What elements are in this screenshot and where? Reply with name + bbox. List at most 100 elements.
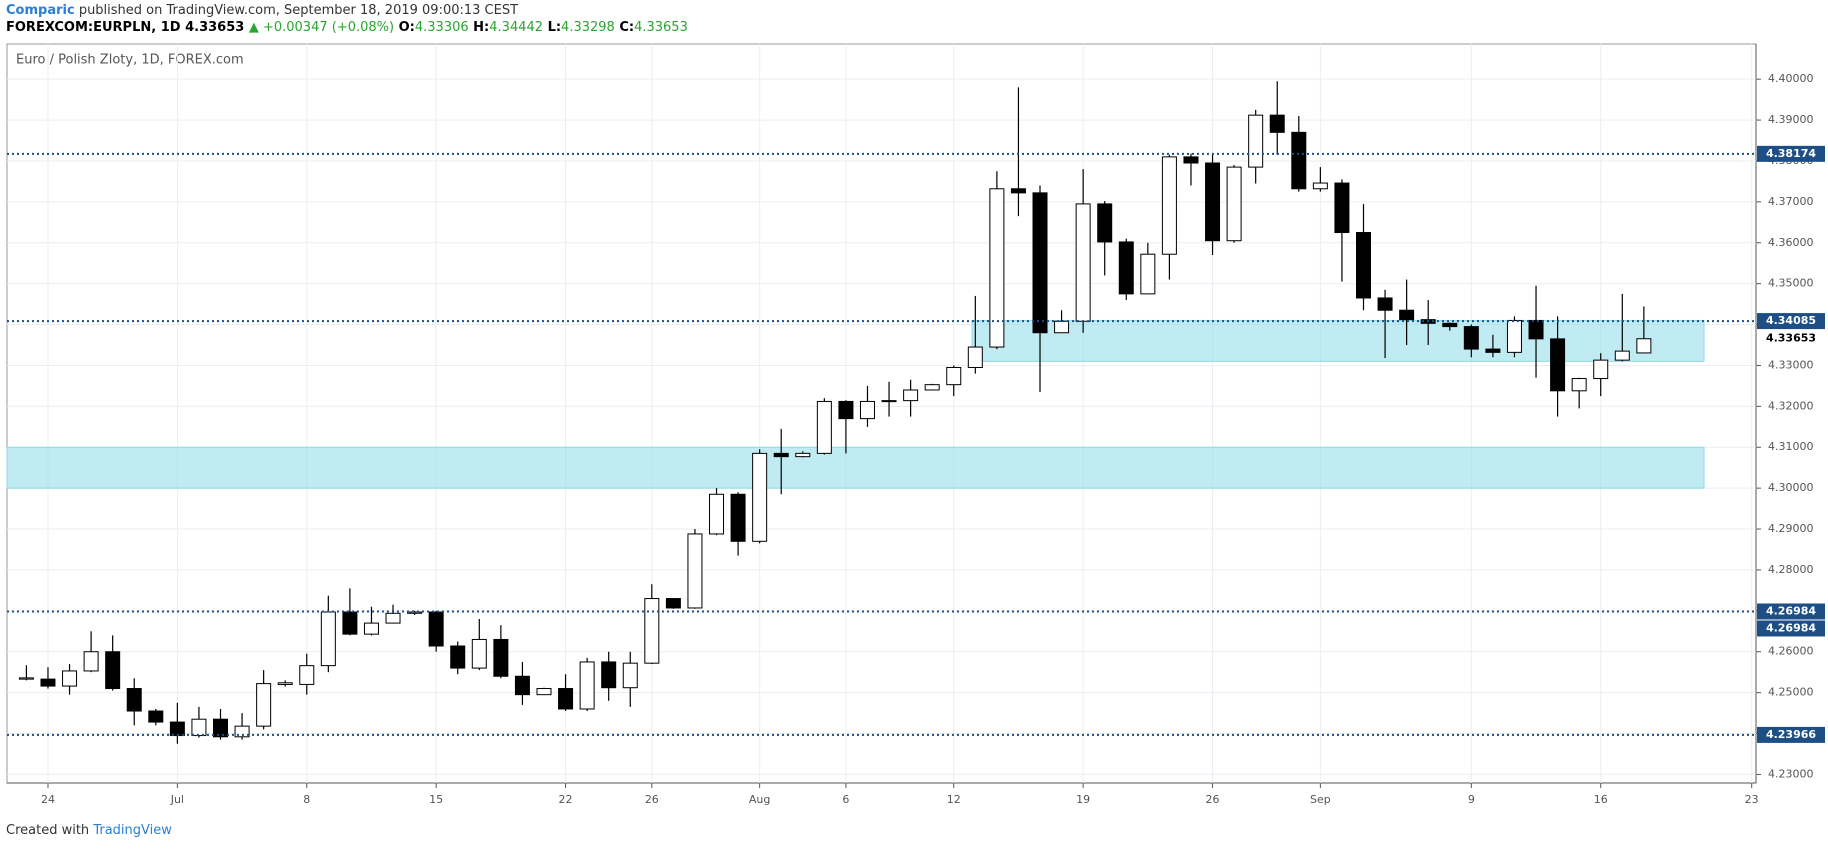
candle-body [622, 662, 638, 689]
x-tick-label: 12 [947, 793, 961, 806]
footer: Created with TradingView [6, 823, 172, 838]
zone [971, 319, 1705, 362]
candle-body [795, 452, 811, 458]
candle-body [1593, 359, 1609, 380]
y-tick-label: 4.29000 [1768, 522, 1814, 535]
candle-body [1377, 297, 1393, 311]
x-tick-label: 26 [1206, 793, 1220, 806]
candle-body [62, 670, 78, 687]
last-price-label: 4.33653 [1766, 332, 1816, 345]
x-tick-label: 26 [645, 793, 659, 806]
level-label: 4.38174 [1766, 147, 1816, 160]
candle-body [1248, 114, 1264, 168]
candle-body [1485, 348, 1501, 353]
level-label: 4.23966 [1766, 728, 1816, 741]
y-tick-label: 4.32000 [1768, 399, 1814, 412]
x-tick-label: Sep [1310, 793, 1331, 806]
x-tick-label: Jul [170, 793, 184, 806]
ohlc-o-value: 4.33306 [414, 20, 469, 35]
candle-body [1399, 309, 1415, 321]
candle-body [148, 710, 164, 723]
candle-body [752, 452, 768, 542]
candle-body [450, 645, 466, 669]
y-tick-label: 4.23000 [1768, 767, 1814, 780]
candle-body [838, 400, 854, 420]
x-tick-label: 19 [1076, 793, 1090, 806]
y-tick-label: 4.26000 [1768, 645, 1814, 658]
candle-body [665, 598, 681, 609]
candle-body [644, 598, 660, 664]
candle-body [1614, 350, 1630, 361]
candle-body [1205, 162, 1221, 242]
candle-body [1032, 192, 1048, 334]
symbol: FOREXCOM:EURPLN, 1D [6, 20, 181, 35]
ohlc-o: O: [398, 20, 415, 35]
footer-brand[interactable]: TradingView [93, 823, 172, 838]
candle-body [1183, 156, 1199, 164]
y-tick-label: 4.31000 [1768, 440, 1814, 453]
publish-line: Comparic published on TradingView.com, S… [6, 3, 518, 18]
candle-body [859, 400, 875, 420]
candle-body [428, 611, 444, 647]
last: 4.33653 [185, 20, 245, 35]
candle-body [234, 725, 250, 738]
candle-body [1550, 338, 1566, 392]
candle-body [1140, 253, 1156, 295]
candle-body [709, 493, 725, 535]
plot-frame [6, 43, 1757, 784]
last-price-label-box [1757, 330, 1825, 347]
candle-body [816, 400, 832, 454]
candle-body [1118, 241, 1134, 295]
y-tick-label: 4.39000 [1768, 113, 1814, 126]
ohlc-l-value: 4.33298 [561, 20, 615, 35]
author[interactable]: Comparic [6, 3, 75, 18]
y-tick-label: 4.35000 [1768, 277, 1814, 290]
candle-body [730, 493, 746, 542]
candle-body [105, 651, 121, 690]
candle-body [601, 661, 617, 689]
chart: Euro / Polish Zloty, 1D, FOREX.com 4.230… [6, 43, 1825, 806]
level-label-box [1757, 620, 1825, 637]
published: published on TradingView.com, September … [78, 3, 519, 18]
candle-body [1506, 319, 1522, 353]
candle-body [903, 389, 919, 402]
candle-body [1054, 320, 1070, 334]
candle-body [1075, 203, 1091, 322]
candle-body [277, 682, 293, 685]
x-tick-label: Aug [749, 793, 770, 806]
level-label: 4.34085 [1766, 314, 1816, 327]
candle-body [191, 718, 207, 737]
x-tick-label: 9 [1468, 793, 1475, 806]
candle-body [342, 611, 358, 635]
candle-body [1291, 131, 1307, 190]
candle-body [881, 400, 897, 403]
candle-body [1269, 114, 1285, 133]
candle-body [83, 651, 99, 672]
candle-body [385, 612, 401, 624]
x-tick-label: 8 [303, 793, 310, 806]
candle-body [946, 366, 962, 386]
candle-body [1463, 326, 1479, 350]
candle-body [363, 622, 379, 635]
candle-body [1528, 319, 1544, 340]
candle-body [687, 533, 703, 609]
candle-body [407, 611, 423, 614]
candle-body [213, 718, 229, 738]
grid [7, 44, 1756, 783]
candle-body [1442, 322, 1458, 328]
ohlc-h: H: [473, 20, 490, 35]
y-tick-label: 4.25000 [1768, 686, 1814, 699]
candle-body [1636, 338, 1652, 354]
x-tick-label: 22 [559, 793, 573, 806]
candle-body [493, 638, 509, 677]
candle-body [1010, 188, 1026, 194]
level-label-box [1757, 145, 1825, 162]
candle-body [989, 188, 1005, 348]
ohlc-l: L: [547, 20, 562, 35]
level-label-box [1757, 603, 1825, 620]
candle-body [1334, 182, 1350, 234]
candle-body [169, 721, 185, 737]
candle-body [536, 688, 552, 696]
chart-title: Euro / Polish Zloty, 1D, FOREX.com [16, 53, 244, 68]
symbol-line: FOREXCOM:EURPLN, 1D 4.33653 ▲ +0.00347 (… [6, 20, 688, 35]
